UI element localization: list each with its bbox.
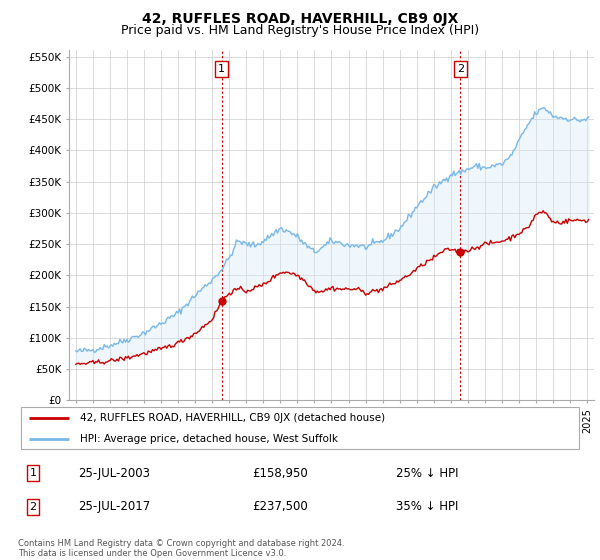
Text: 25% ↓ HPI: 25% ↓ HPI (396, 466, 458, 480)
Text: Price paid vs. HM Land Registry's House Price Index (HPI): Price paid vs. HM Land Registry's House … (121, 24, 479, 36)
Text: HPI: Average price, detached house, West Suffolk: HPI: Average price, detached house, West… (80, 434, 338, 444)
Text: 35% ↓ HPI: 35% ↓ HPI (396, 500, 458, 514)
Text: Contains HM Land Registry data © Crown copyright and database right 2024.: Contains HM Land Registry data © Crown c… (18, 539, 344, 548)
Text: £158,950: £158,950 (252, 466, 308, 480)
Text: 25-JUL-2003: 25-JUL-2003 (78, 466, 150, 480)
Text: 42, RUFFLES ROAD, HAVERHILL, CB9 0JX (detached house): 42, RUFFLES ROAD, HAVERHILL, CB9 0JX (de… (80, 413, 385, 423)
Text: 2: 2 (29, 502, 37, 512)
Text: 2: 2 (457, 64, 464, 74)
Text: 1: 1 (218, 64, 225, 74)
Text: 1: 1 (29, 468, 37, 478)
Text: 42, RUFFLES ROAD, HAVERHILL, CB9 0JX: 42, RUFFLES ROAD, HAVERHILL, CB9 0JX (142, 12, 458, 26)
Text: £237,500: £237,500 (252, 500, 308, 514)
Text: This data is licensed under the Open Government Licence v3.0.: This data is licensed under the Open Gov… (18, 549, 286, 558)
Text: 25-JUL-2017: 25-JUL-2017 (78, 500, 150, 514)
FancyBboxPatch shape (21, 407, 579, 449)
